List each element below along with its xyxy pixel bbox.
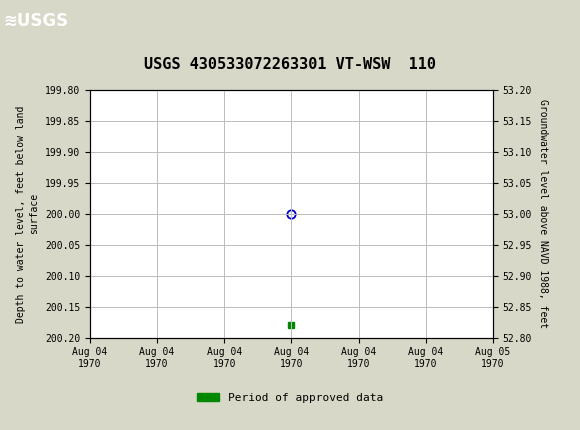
Y-axis label: Depth to water level, feet below land
surface: Depth to water level, feet below land su… — [16, 105, 39, 322]
Legend: Period of approved data: Period of approved data — [193, 388, 387, 407]
Y-axis label: Groundwater level above NAVD 1988, feet: Groundwater level above NAVD 1988, feet — [538, 99, 548, 329]
Text: USGS 430533072263301 VT-WSW  110: USGS 430533072263301 VT-WSW 110 — [144, 57, 436, 72]
Text: ≋USGS: ≋USGS — [3, 12, 68, 29]
